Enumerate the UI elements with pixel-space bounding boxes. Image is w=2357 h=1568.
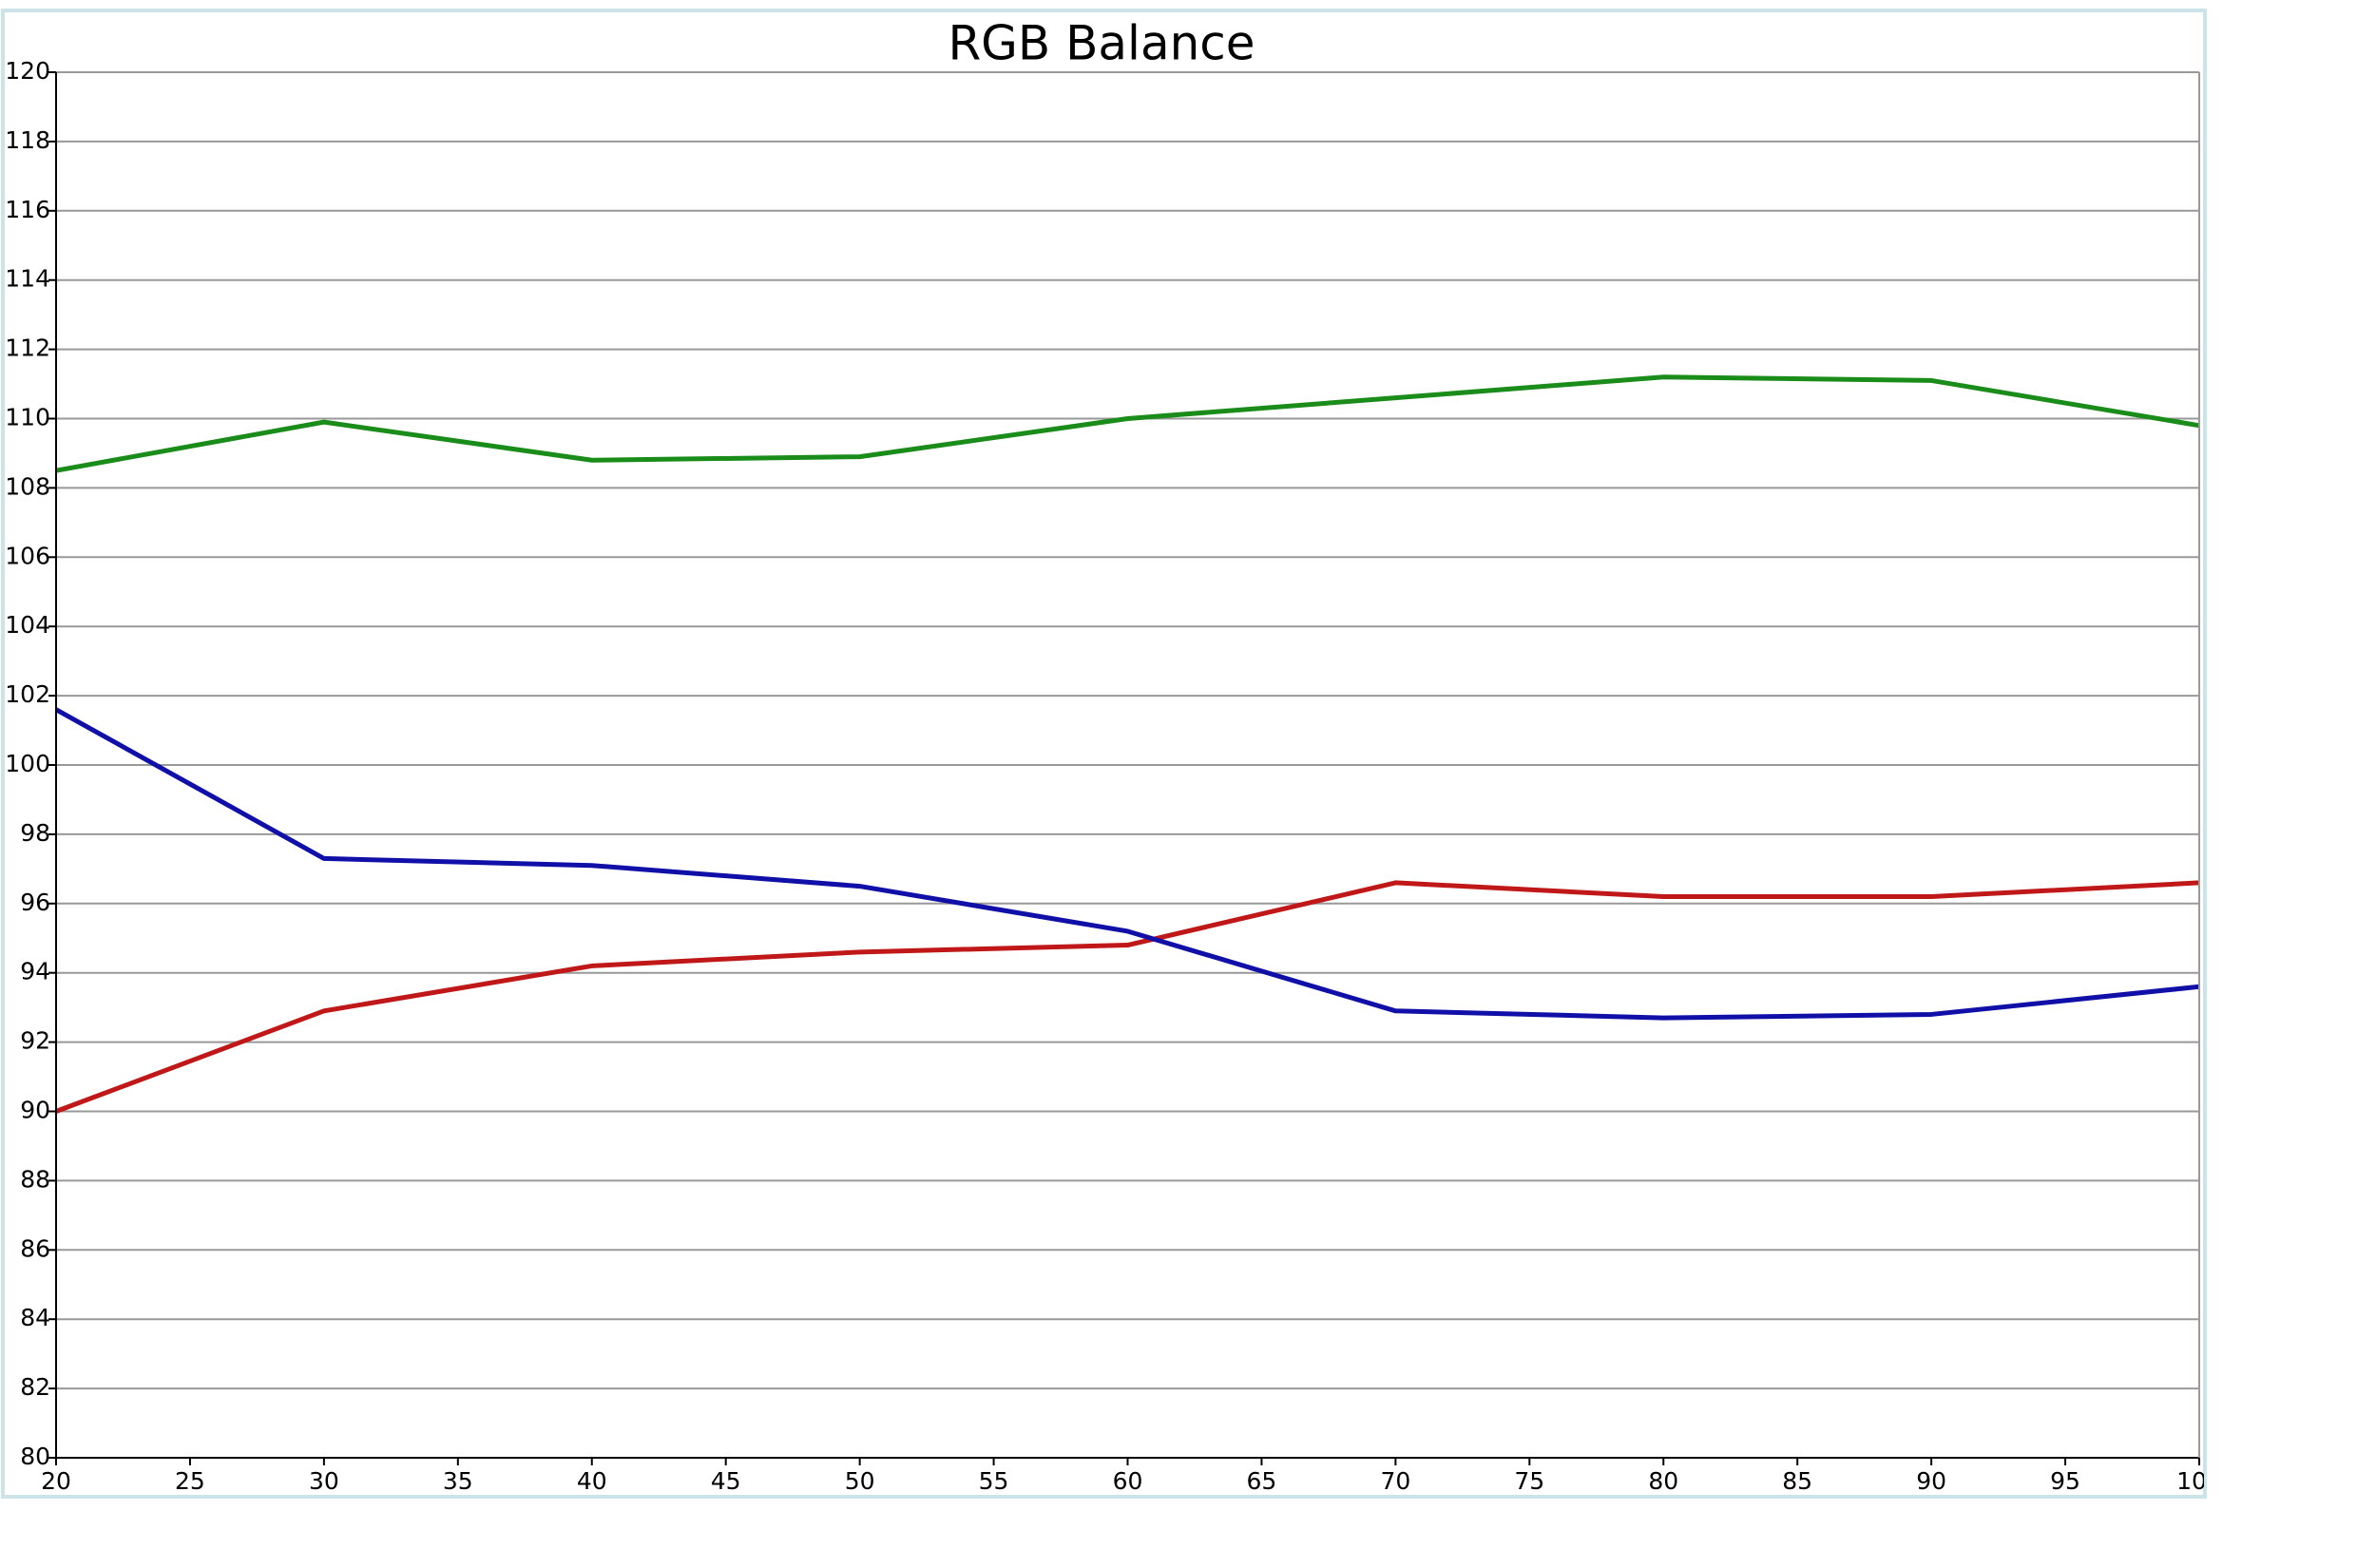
series-line	[54, 707, 2200, 1021]
y-tick-label: 84	[20, 1304, 50, 1331]
y-tick-label: 92	[20, 1027, 50, 1055]
y-tick-label: 102	[5, 680, 50, 708]
y-tick-label: 82	[20, 1373, 50, 1401]
y-tick-label: 118	[5, 126, 50, 154]
x-tick-label: 60	[1113, 1467, 1143, 1495]
y-tick-label: 108	[5, 472, 50, 500]
y-tick-label: 110	[5, 404, 50, 431]
y-tick-label: 114	[5, 265, 50, 293]
x-tick-label: 65	[1247, 1467, 1277, 1495]
x-tick-label: 55	[979, 1467, 1009, 1495]
x-tick-label: 30	[309, 1467, 339, 1495]
y-tick-label: 88	[20, 1165, 50, 1193]
y-tick-label: 106	[5, 542, 50, 569]
y-tick-label: 120	[5, 57, 50, 85]
x-tick-label: 80	[1648, 1467, 1678, 1495]
x-tick-label: 95	[2050, 1467, 2080, 1495]
y-tick-label: 100	[5, 750, 50, 777]
series-line	[55, 880, 2200, 1114]
y-tick-label: 98	[20, 819, 50, 847]
x-tick-label: 40	[577, 1467, 607, 1495]
grid	[56, 71, 2199, 1459]
y-tick-label: 94	[20, 958, 50, 985]
axes: 80 82 84 86 88 90 92 94 96 98 100 102 104 106 108 110 11…	[5, 57, 2222, 1495]
chart-frame	[1, 9, 2207, 1499]
x-tick-label: 50	[845, 1467, 875, 1495]
x-tick-label: 25	[175, 1467, 205, 1495]
y-tick-label: 116	[5, 196, 50, 223]
x-tick-label: 100	[2176, 1467, 2222, 1495]
y-tick-label: 86	[20, 1234, 50, 1262]
x-tick-label: 90	[1916, 1467, 1946, 1495]
plot-lines	[54, 374, 2200, 1114]
x-tick-label: 70	[1380, 1467, 1410, 1495]
chart-title: RGB Balance	[948, 16, 1255, 71]
x-tick-label: 45	[711, 1467, 741, 1495]
x-tick-label: 85	[1782, 1467, 1812, 1495]
x-tick-label: 20	[41, 1467, 71, 1495]
series-line	[55, 374, 2200, 473]
y-tick-label: 112	[5, 335, 50, 362]
x-tick-label: 75	[1514, 1467, 1544, 1495]
y-tick-label: 104	[5, 611, 50, 639]
y-tick-label: 80	[20, 1443, 50, 1470]
y-tick-label: 96	[20, 889, 50, 916]
y-tick-label: 90	[20, 1097, 50, 1124]
x-tick-label: 35	[443, 1467, 473, 1495]
